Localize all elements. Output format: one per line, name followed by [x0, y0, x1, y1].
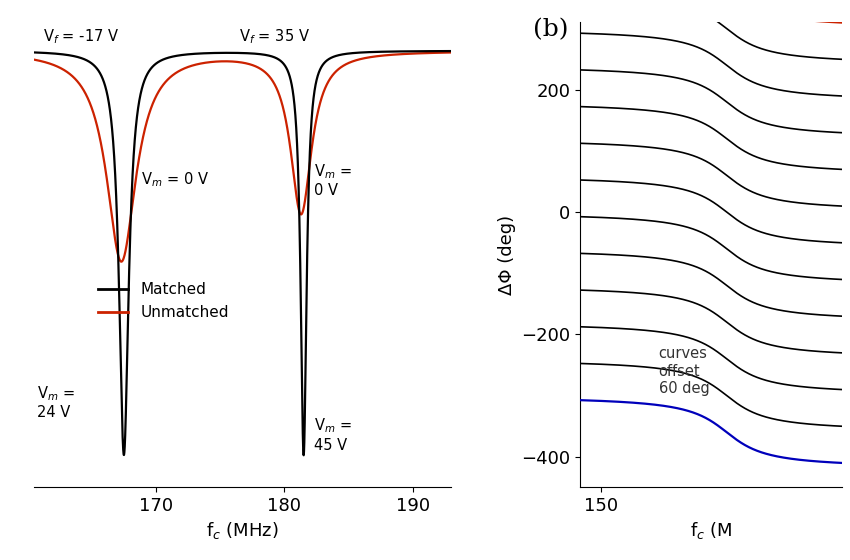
- Text: (b): (b): [533, 18, 569, 41]
- Text: curves
offset
60 deg: curves offset 60 deg: [659, 346, 710, 396]
- Text: V$_m$ = 0 V: V$_m$ = 0 V: [140, 171, 208, 189]
- Text: V$_m$ =
24 V: V$_m$ = 24 V: [37, 384, 75, 421]
- Text: V$_m$ =
45 V: V$_m$ = 45 V: [314, 417, 352, 452]
- Legend: Matched, Unmatched: Matched, Unmatched: [92, 276, 235, 326]
- Text: V$_f$ = -17 V: V$_f$ = -17 V: [43, 27, 119, 46]
- X-axis label: f$_c$ (MHz): f$_c$ (MHz): [207, 520, 279, 542]
- X-axis label: f$_c$ (M: f$_c$ (M: [689, 520, 732, 542]
- Text: V$_f$ = 35 V: V$_f$ = 35 V: [240, 27, 310, 46]
- Y-axis label: ΔΦ (deg): ΔΦ (deg): [498, 214, 516, 295]
- Text: V$_m$ =
0 V: V$_m$ = 0 V: [314, 162, 352, 198]
